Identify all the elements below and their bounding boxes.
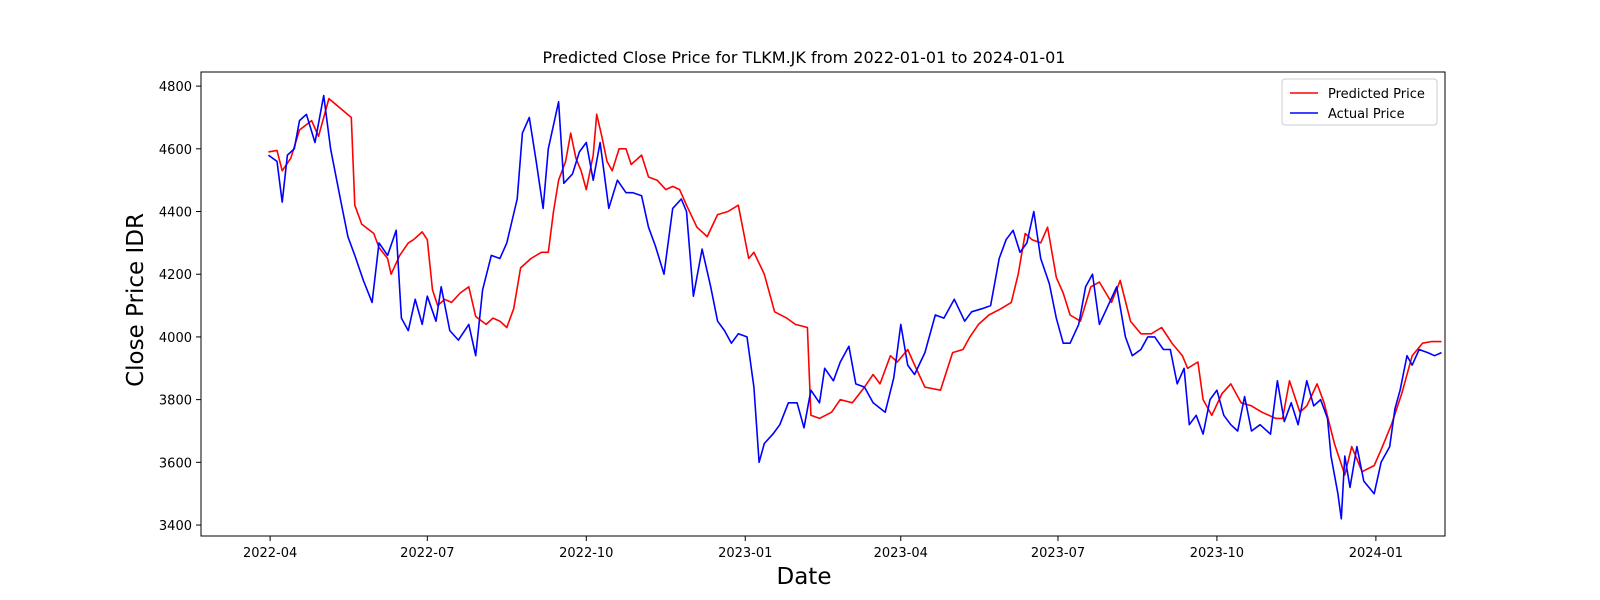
y-tick-label: 4000 xyxy=(159,331,192,346)
legend-entry: Predicted Price xyxy=(1328,87,1425,102)
x-tick-label: 2023-07 xyxy=(1031,546,1085,561)
x-tick-label: 2022-10 xyxy=(559,546,613,561)
y-tick-label: 4800 xyxy=(159,80,192,95)
y-axis-label: Close Price IDR xyxy=(123,213,149,387)
y-tick-label: 4600 xyxy=(159,143,192,158)
y-tick-label: 4400 xyxy=(159,206,192,221)
x-axis: 2022-04 2022-07 2022-10 2023-01 2023-04 2023-… xyxy=(243,536,1403,561)
legend: Predicted Price Actual Price xyxy=(1281,78,1438,126)
y-tick-label: 3400 xyxy=(159,519,192,534)
series-line-predicted-price xyxy=(268,97,1442,476)
x-tick-label: 2022-04 xyxy=(243,546,297,561)
x-tick-label: 2023-10 xyxy=(1190,546,1244,561)
series-line-actual-price xyxy=(267,94,1442,520)
x-tick-label: 2023-01 xyxy=(718,546,772,561)
legend-entry: Actual Price xyxy=(1328,107,1405,122)
x-tick-label: 2024-01 xyxy=(1349,546,1403,561)
x-axis-label: Date xyxy=(777,564,832,590)
plot-area xyxy=(267,94,1442,520)
plot-frame xyxy=(200,71,1446,537)
y-axis: 3400 3600 3800 4000 4200 4400 4600 4800 xyxy=(159,80,201,534)
y-tick-label: 4200 xyxy=(159,268,192,283)
x-tick-label: 2022-07 xyxy=(400,546,454,561)
y-tick-label: 3800 xyxy=(159,394,192,409)
y-tick-label: 3600 xyxy=(159,456,192,471)
x-tick-label: 2023-04 xyxy=(874,546,928,561)
chart-title: Predicted Close Price for TLKM.JK from 2… xyxy=(543,48,1066,67)
legend-box xyxy=(1281,78,1438,126)
